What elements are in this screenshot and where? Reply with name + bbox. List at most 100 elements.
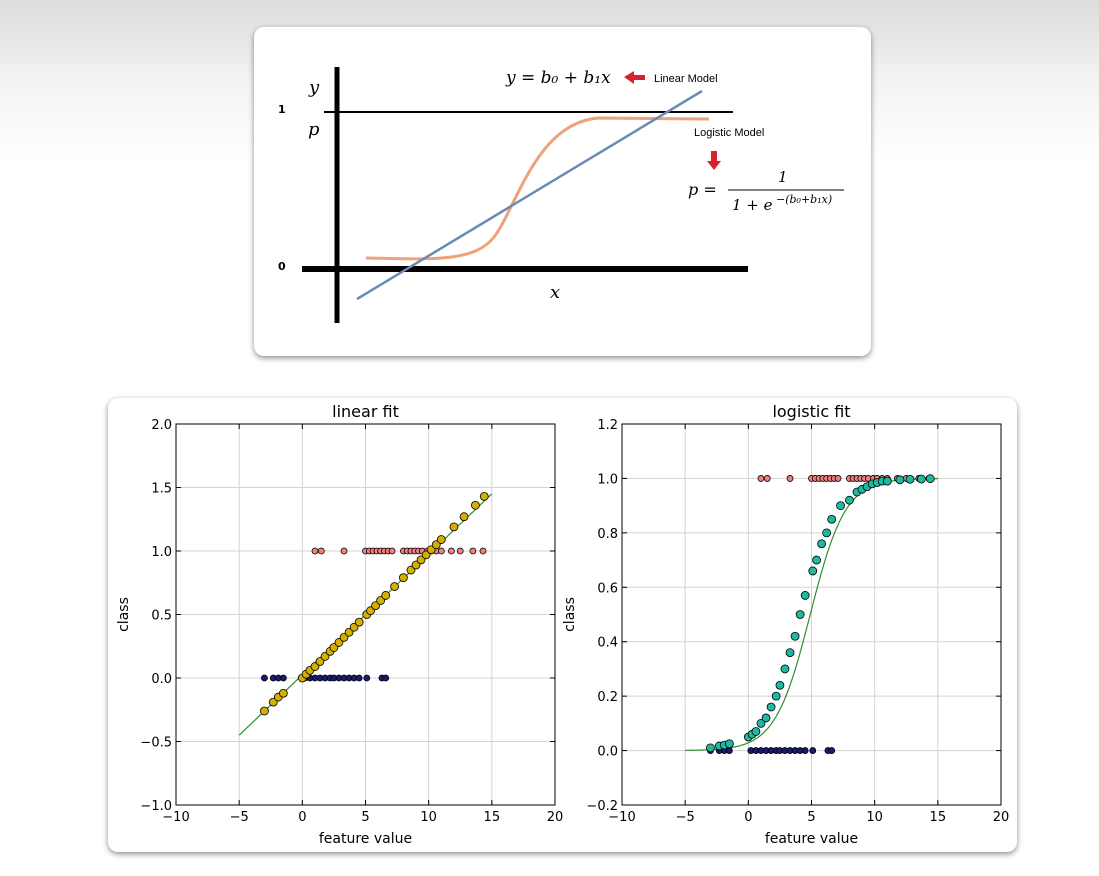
data-point-fitted: [790, 631, 800, 641]
y-tick-label: 1.0: [151, 545, 172, 560]
data-point-class-1: [479, 547, 487, 555]
data-point-class-0: [828, 747, 836, 754]
linear-arrow-icon: [624, 71, 645, 84]
data-point-fitted: [817, 539, 827, 549]
y-axis-label: class: [116, 597, 132, 632]
y-tick-label: 0.6: [597, 581, 618, 596]
data-point-class-0: [725, 747, 733, 754]
y-tick-label: 0.5: [151, 609, 172, 624]
data-point-fitted: [459, 512, 469, 522]
y-tick-label: 0.8: [597, 527, 618, 542]
model-diagram: y p 1 0 x y = b₀ + b₁x Linear Model Logi…: [278, 67, 844, 323]
data-point-fitted: [398, 573, 408, 583]
data-point-class-0: [801, 747, 809, 754]
data-point-fitted: [800, 591, 810, 600]
data-point-fitted: [836, 501, 845, 511]
data-point-fitted: [895, 475, 905, 485]
data-point-class-1: [757, 475, 765, 482]
y-tick-label: 0.4: [597, 636, 618, 651]
y-axis-label: class: [562, 597, 578, 632]
x-tick-label: 10: [866, 810, 883, 825]
data-point-fitted: [761, 713, 771, 723]
chart-panel-1: −10 −5 0 5 10 15 20 −0.2 0.0 0.2 0.4 0.6 0.8 1.0 1.2 lo…: [562, 402, 1009, 847]
diagram-x-label: x: [550, 282, 560, 303]
data-point-fitted: [808, 566, 818, 576]
data-point-fitted: [780, 664, 790, 674]
y-tick-label: −0.5: [140, 736, 172, 751]
data-point-class-0: [355, 674, 363, 682]
logistic-equation-lhs: p =: [688, 180, 717, 199]
data-point-fitted: [381, 591, 391, 600]
data-point-class-0: [363, 674, 371, 682]
data-point-fitted: [751, 727, 761, 736]
data-point-class-1: [469, 547, 477, 555]
data-point-fitted: [766, 702, 776, 712]
y-tick-label: 1.0: [597, 472, 618, 487]
diagram-one-label: 1: [278, 103, 286, 116]
data-point-fitted: [479, 491, 489, 501]
x-tick-label: 20: [547, 810, 564, 825]
data-point-fitted: [436, 535, 446, 544]
data-point-class-1: [786, 475, 794, 482]
data-point-fitted: [775, 680, 785, 690]
data-point-class-0: [382, 674, 390, 682]
data-point-class-1: [456, 547, 464, 555]
x-tick-label: −5: [230, 810, 249, 825]
data-point-fitted: [756, 718, 766, 728]
data-point-fitted: [795, 610, 805, 619]
x-tick-label: 20: [993, 810, 1010, 825]
data-point-fitted: [771, 691, 781, 701]
logistic-model-curve: [365, 116, 710, 261]
data-point-class-1: [437, 547, 445, 555]
logistic-model-label: Logistic Model: [694, 127, 764, 139]
data-point-class-1: [448, 547, 455, 555]
x-axis-label: feature value: [765, 831, 858, 847]
plots-card: −10 −5 0 5 10 15 20 −1.0 −0.5 0.0 0.5 1.0 1.5 2.0 line…: [108, 398, 1017, 852]
data-point-class-1: [340, 547, 348, 555]
linear-model-line: [356, 89, 703, 301]
plots-figure: −10 −5 0 5 10 15 20 −1.0 −0.5 0.0 0.5 1.0 1.5 2.0 line…: [116, 402, 1009, 847]
logistic-arrow-icon: [707, 151, 721, 170]
logistic-equation-denominator: 1 + e: [732, 196, 773, 214]
data-point-class-1: [317, 547, 325, 555]
data-point-fitted: [925, 474, 935, 484]
y-tick-label: 1.5: [151, 482, 172, 497]
diagram-zero-label: 0: [278, 260, 286, 273]
x-tick-label: −10: [162, 810, 189, 825]
logistic-equation-exponent: −(b₀+b₁x): [776, 193, 832, 206]
x-tick-label: −5: [676, 810, 695, 825]
data-point-fitted: [785, 648, 795, 658]
logistic-equation-numerator: 1: [778, 168, 788, 186]
x-tick-label: 15: [930, 810, 947, 825]
chart-title: linear fit: [332, 402, 399, 421]
data-point-fitted: [812, 555, 821, 565]
data-point-fitted: [449, 522, 459, 532]
data-point-fitted: [278, 688, 288, 698]
data-point-fitted: [390, 582, 399, 591]
data-point-fitted: [471, 500, 480, 510]
data-point-class-0: [809, 747, 817, 754]
y-tick-label: 1.2: [597, 418, 618, 433]
x-axis-label: feature value: [319, 831, 412, 847]
data-point-class-1: [834, 475, 842, 482]
data-point-fitted: [845, 495, 854, 505]
x-tick-label: −10: [608, 810, 635, 825]
diagram-y-label: y: [308, 77, 320, 98]
data-point-fitted: [822, 528, 832, 538]
chart-title: logistic fit: [772, 402, 850, 421]
x-tick-label: 5: [807, 810, 815, 825]
y-tick-label: −0.2: [586, 799, 618, 814]
x-tick-label: 10: [420, 810, 437, 825]
chart-panel-0: −10 −5 0 5 10 15 20 −1.0 −0.5 0.0 0.5 1.0 1.5 2.0 line…: [116, 402, 563, 847]
y-tick-label: 0.2: [597, 690, 618, 705]
data-point-class-0: [279, 674, 287, 682]
y-tick-label: 0.0: [151, 672, 172, 687]
data-point-fitted: [917, 474, 926, 484]
model-diagram-card: y p 1 0 x y = b₀ + b₁x Linear Model Logi…: [254, 27, 871, 356]
data-point-fitted: [706, 743, 715, 753]
linear-model-label: Linear Model: [654, 73, 718, 85]
x-tick-label: 0: [744, 810, 752, 825]
linear-equation: y = b₀ + b₁x: [505, 68, 611, 88]
y-tick-label: −1.0: [140, 799, 172, 814]
y-tick-label: 2.0: [151, 418, 172, 433]
